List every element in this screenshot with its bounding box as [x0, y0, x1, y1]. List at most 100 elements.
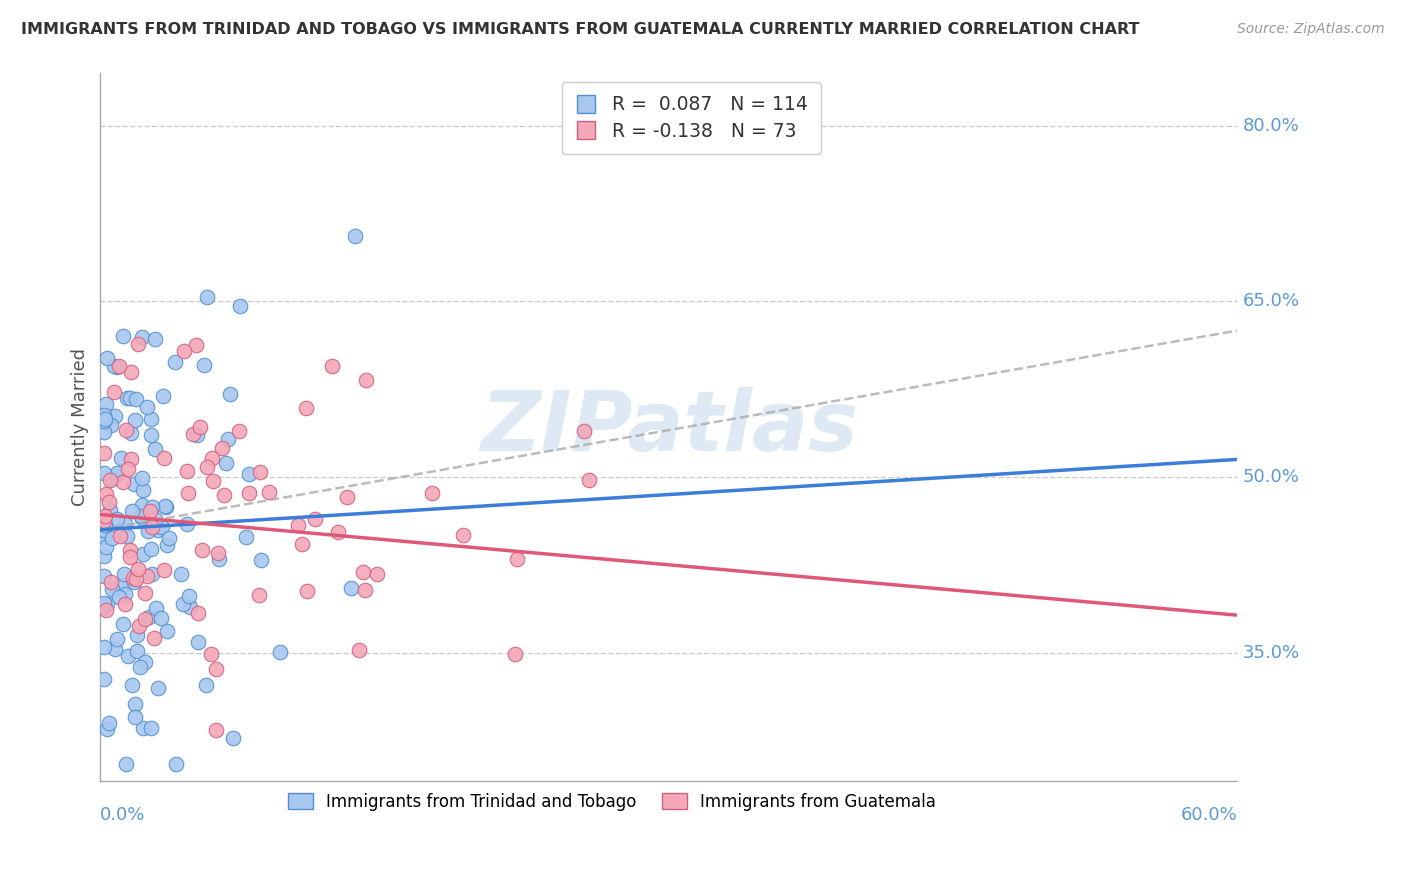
Point — [143, 631, 166, 645]
Point — [249, 553, 271, 567]
Point — [153, 499, 176, 513]
Point — [195, 290, 218, 304]
Point — [201, 475, 224, 489]
Point — [93, 549, 115, 563]
Point — [148, 523, 170, 537]
Point — [297, 584, 319, 599]
Point — [138, 610, 160, 624]
Point — [229, 300, 252, 314]
Point — [136, 569, 159, 583]
Point — [104, 642, 127, 657]
Point — [104, 409, 127, 424]
Point — [98, 495, 121, 509]
Point — [105, 511, 128, 525]
Point — [100, 472, 122, 486]
Point — [131, 330, 153, 344]
Point — [105, 632, 128, 646]
Point — [143, 511, 166, 525]
Point — [96, 541, 118, 555]
Point — [125, 644, 148, 658]
Point — [111, 329, 134, 343]
Point — [127, 562, 149, 576]
Point — [321, 359, 343, 373]
Point — [96, 597, 118, 611]
Point — [148, 681, 170, 696]
Point — [93, 409, 115, 423]
Point — [103, 468, 125, 483]
Point — [176, 464, 198, 478]
Point — [134, 612, 156, 626]
Point — [138, 524, 160, 539]
Point — [172, 597, 194, 611]
Point — [170, 567, 193, 582]
Point — [94, 509, 117, 524]
Point — [156, 538, 179, 552]
Text: IMMIGRANTS FROM TRINIDAD AND TOBAGO VS IMMIGRANTS FROM GUATEMALA CURRENTLY MARRI: IMMIGRANTS FROM TRINIDAD AND TOBAGO VS I… — [21, 22, 1140, 37]
Point — [143, 442, 166, 457]
Point — [186, 428, 208, 442]
Point — [121, 571, 143, 585]
Point — [222, 731, 245, 746]
Point — [117, 391, 139, 405]
Point — [135, 401, 157, 415]
Point — [145, 601, 167, 615]
Point — [156, 624, 179, 638]
Point — [114, 587, 136, 601]
Point — [98, 503, 121, 517]
Point — [124, 697, 146, 711]
Point — [132, 721, 155, 735]
Point — [124, 413, 146, 427]
Point — [117, 461, 139, 475]
Point — [340, 582, 363, 596]
Point — [506, 552, 529, 566]
Point — [141, 519, 163, 533]
Point — [94, 518, 117, 533]
Point — [120, 365, 142, 379]
Point — [287, 518, 309, 533]
Point — [93, 672, 115, 686]
Point — [94, 487, 117, 501]
Point — [217, 432, 239, 446]
Text: 80.0%: 80.0% — [1243, 117, 1299, 135]
Point — [211, 441, 233, 455]
Point — [165, 756, 187, 771]
Point — [93, 514, 115, 528]
Point — [344, 229, 367, 244]
Point — [150, 611, 173, 625]
Point — [201, 450, 224, 465]
Point — [98, 715, 121, 730]
Point — [121, 678, 143, 692]
Text: ZIPatlas: ZIPatlas — [479, 387, 858, 467]
Point — [152, 389, 174, 403]
Point — [503, 647, 526, 661]
Point — [228, 424, 250, 438]
Point — [125, 627, 148, 641]
Point — [120, 425, 142, 440]
Point — [131, 498, 153, 512]
Point — [125, 392, 148, 406]
Point — [134, 655, 156, 669]
Point — [93, 569, 115, 583]
Point — [132, 547, 155, 561]
Point — [93, 530, 115, 544]
Point — [152, 562, 174, 576]
Point — [207, 546, 229, 560]
Point — [578, 473, 600, 487]
Text: 60.0%: 60.0% — [1180, 806, 1237, 824]
Point — [291, 537, 314, 551]
Point — [235, 530, 257, 544]
Point — [93, 425, 115, 440]
Point — [173, 343, 195, 358]
Point — [94, 397, 117, 411]
Text: 0.0%: 0.0% — [100, 806, 146, 824]
Legend: Immigrants from Trinidad and Tobago, Immigrants from Guatemala: Immigrants from Trinidad and Tobago, Imm… — [280, 784, 945, 819]
Text: Source: ZipAtlas.com: Source: ZipAtlas.com — [1237, 22, 1385, 37]
Point — [107, 590, 129, 604]
Point — [139, 504, 162, 518]
Point — [118, 549, 141, 564]
Point — [125, 572, 148, 586]
Point — [110, 451, 132, 466]
Point — [200, 647, 222, 661]
Point — [96, 351, 118, 365]
Point — [269, 645, 291, 659]
